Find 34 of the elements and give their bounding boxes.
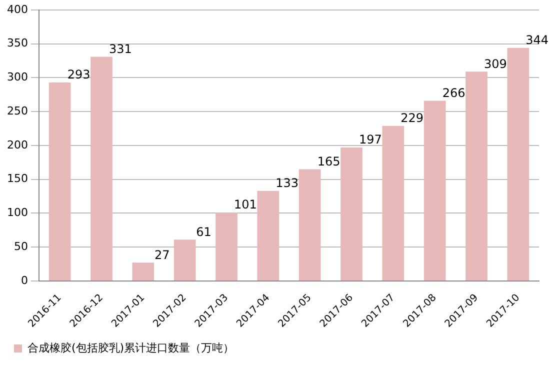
bar	[382, 126, 404, 280]
data-label: 61	[196, 224, 212, 239]
y-tick-label: 250	[6, 104, 28, 118]
y-tick-label: 300	[6, 70, 28, 84]
data-label: 293	[67, 68, 90, 82]
data-label: 229	[400, 110, 424, 125]
bar	[424, 100, 446, 280]
y-tick-label: 350	[6, 36, 28, 50]
bar	[257, 190, 280, 280]
legend-label: 合成橡胶(包括胶乳)累计进口数量（万吨）	[28, 341, 234, 354]
y-tick-label: 50	[14, 240, 28, 253]
bar	[298, 169, 321, 280]
data-label: 133	[276, 176, 299, 190]
y-tick-label: 400	[6, 2, 28, 16]
y-tick-label: 200	[6, 138, 28, 152]
data-label: 27	[154, 248, 170, 262]
bar	[174, 240, 196, 280]
y-tick-label: 100	[6, 206, 28, 220]
data-label: 309	[484, 56, 507, 71]
y-tick-label: 0	[20, 274, 28, 287]
data-label: 165	[317, 154, 340, 168]
data-label: 266	[442, 86, 466, 100]
bar	[48, 82, 71, 280]
data-label: 101	[234, 198, 257, 212]
data-label: 331	[108, 42, 132, 56]
data-label: 197	[358, 132, 382, 147]
bar	[132, 262, 154, 280]
bar	[466, 72, 488, 280]
data-label: 344	[526, 33, 549, 48]
bar	[216, 212, 238, 280]
y-tick-label: 150	[6, 172, 28, 186]
bar	[340, 148, 362, 280]
bar	[90, 56, 112, 280]
bar	[507, 48, 530, 280]
